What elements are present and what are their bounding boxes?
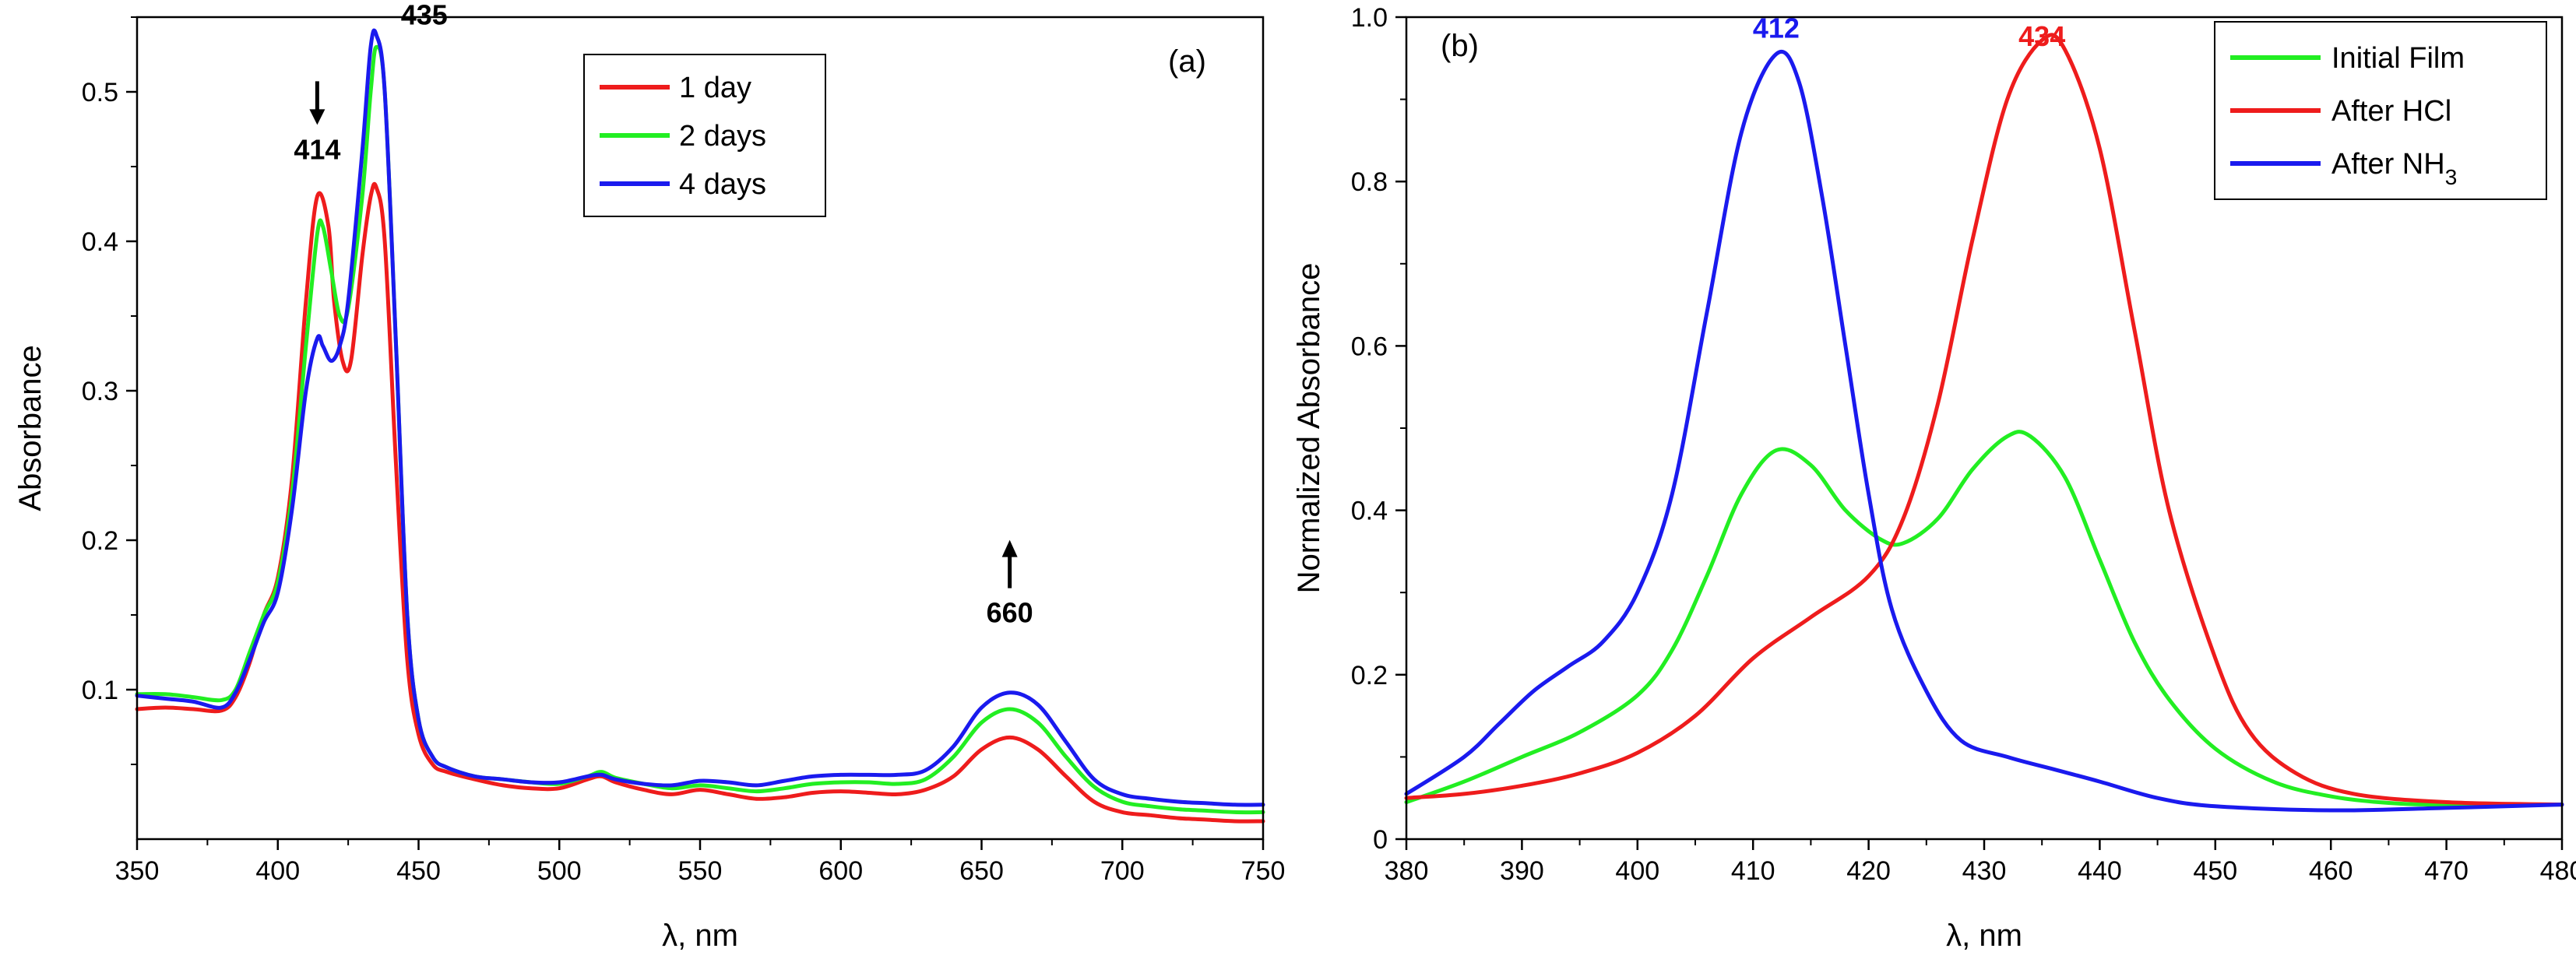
x-tick-label: 390 <box>1500 856 1544 886</box>
series-line-initial-film <box>1404 430 2564 807</box>
y-tick-label: 0.2 <box>1351 661 1388 690</box>
y-tick-label: 0.8 <box>1351 167 1388 197</box>
x-tick-label: 450 <box>396 856 441 886</box>
y-tick-label: 0.4 <box>1351 497 1388 526</box>
y-tick-label: 0.3 <box>82 377 118 406</box>
series-line-1-day <box>135 181 1265 824</box>
annotation-434: 434 <box>2018 20 2065 52</box>
x-tick-label: 550 <box>678 856 723 886</box>
x-tick-label: 650 <box>959 856 1004 886</box>
y-tick-label: 0.6 <box>1351 332 1388 361</box>
x-tick-label: 470 <box>2424 856 2469 886</box>
panel-a: 414 435 660 350 400 450 500 550 600 650 700 750 0.… <box>13 0 1285 953</box>
legend-label-2-days: 2 days <box>679 120 766 153</box>
x-tick-label: 460 <box>2309 856 2353 886</box>
x-tick-label: 440 <box>2078 856 2122 886</box>
annotation-660: 660 <box>987 597 1033 629</box>
x-tick-label: 600 <box>818 856 863 886</box>
panel-a-y-ticks: 0.1 0.2 0.3 0.4 0.5 <box>82 16 137 765</box>
x-tick-label: 430 <box>1962 856 2007 886</box>
x-tick-label: 350 <box>115 856 160 886</box>
panel-a-curves <box>135 28 1265 824</box>
y-tick-label: 0.1 <box>82 676 118 705</box>
legend-label-initial-film-text: Initial Film <box>2331 42 2465 75</box>
y-tick-label: 0.5 <box>82 78 118 107</box>
y-tick-label: 0 <box>1373 825 1388 855</box>
x-tick-label: 420 <box>1846 856 1891 886</box>
panel-b-legend-box <box>2214 21 2547 200</box>
y-tick-label: 1.0 <box>1351 3 1388 33</box>
x-tick-label: 700 <box>1100 856 1145 886</box>
x-tick-label: 380 <box>1385 856 1429 886</box>
panel-b-label: (b) <box>1441 29 1479 63</box>
legend-label-after-nh3: After NH3 <box>2331 148 2457 189</box>
panel-a-label: (a) <box>1168 44 1206 79</box>
panel-a-x-axis-label: λ, nm <box>662 919 738 953</box>
legend-label-1-day: 1 day <box>679 72 751 104</box>
panel-b-y-ticks: 0 0.2 0.4 0.6 0.8 1.0 <box>1351 3 1406 855</box>
panel-b-x-axis-label: λ, nm <box>1946 919 2022 953</box>
series-line-after-nh3 <box>1404 49 2564 813</box>
legend-label-initial-film: Initial Film <box>2331 42 2465 75</box>
panel-b: 412 434 380 390 400 410 420 430 440 450 460 470 48 0… <box>1292 3 2576 953</box>
x-tick-label: 500 <box>537 856 582 886</box>
y-tick-label: 0.2 <box>82 526 118 556</box>
panel-a-y-axis-label: Absorbance <box>13 345 48 511</box>
arrow-down-icon <box>309 109 326 125</box>
annotation-435: 435 <box>401 0 448 31</box>
annotation-414: 414 <box>294 133 340 165</box>
x-tick-label: 410 <box>1731 856 1775 886</box>
x-tick-label: 400 <box>255 856 300 886</box>
panel-a-legend: 1 day 2 days 4 days <box>583 54 826 217</box>
y-tick-label: 0.4 <box>82 227 118 257</box>
panel-b-y-axis-label: Normalized Absorbance <box>1292 263 1326 594</box>
panel-b-legend: Initial Film After HCl After NH3 <box>2214 21 2547 200</box>
legend-label-after-nh3-subscript: 3 <box>2445 165 2458 189</box>
x-tick-label: 750 <box>1241 856 1286 886</box>
legend-label-after-hcl: After HCl <box>2331 95 2451 128</box>
panel-b-curves <box>1404 33 2564 813</box>
x-tick-label: 400 <box>1615 856 1659 886</box>
series-line-4-days <box>135 28 1265 807</box>
x-tick-label: 480 <box>2540 856 2576 886</box>
arrow-up-icon <box>1001 539 1018 557</box>
panel-a-x-ticks: 350 400 450 500 550 600 650 700 750 <box>115 839 1286 886</box>
legend-label-after-hcl-text: After HCl <box>2331 95 2451 128</box>
panel-a-annotations: 414 435 660 <box>294 0 1033 629</box>
series-line-after-hcl <box>1404 33 2564 807</box>
legend-label-after-nh3-text: After NH <box>2331 148 2445 181</box>
legend-label-4-days: 4 days <box>679 168 766 201</box>
panel-b-x-ticks: 380 390 400 410 420 430 440 450 460 470 480 <box>1385 839 2576 886</box>
x-tick-label: 450 <box>2193 856 2237 886</box>
